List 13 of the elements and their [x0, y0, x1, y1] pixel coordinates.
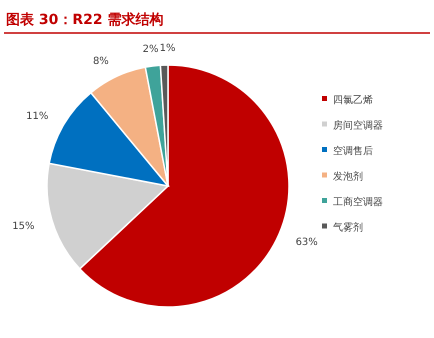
- data-label: 8%: [92, 56, 109, 68]
- legend-label: 气雾剂: [333, 222, 363, 234]
- data-label: 11%: [26, 111, 48, 122]
- legend-label: 空调售后: [333, 145, 373, 157]
- data-label: 2%: [142, 44, 159, 56]
- data-label: 63%: [296, 237, 318, 248]
- data-label: 15%: [12, 220, 35, 232]
- legend-label: 房间空调器: [333, 120, 383, 132]
- legend-label: 工商空调器: [333, 196, 383, 208]
- chart-title: 图表 30：R22 需求结构: [6, 12, 164, 28]
- legend-label: 发泡剂: [333, 170, 363, 182]
- data-label: 1%: [160, 43, 176, 54]
- legend-label: 四氯乙烯: [333, 94, 373, 106]
